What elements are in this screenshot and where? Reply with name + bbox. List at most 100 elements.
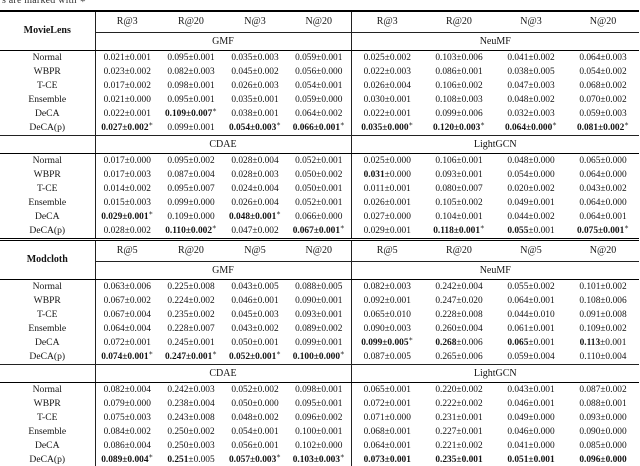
value-cell: 0.066±0.001∗ — [287, 121, 352, 136]
model-header: LightGCN — [351, 135, 639, 154]
value-cell: 0.245±0.001 — [167, 338, 215, 348]
value-cell: 0.243±0.008 — [167, 413, 215, 423]
row-label: Ensemble — [0, 93, 96, 107]
value-cell: 0.108±0.003 — [435, 95, 483, 105]
value-cell: 0.035±0.000∗ — [361, 121, 414, 133]
row-label: DeCA(p) — [0, 121, 96, 136]
value-cell: 0.059±0.003 — [579, 109, 627, 119]
significance-star: ∗ — [276, 453, 282, 460]
value-cell: 0.029±0.001∗ — [101, 210, 154, 222]
value-cell: 0.084±0.002 — [103, 427, 151, 437]
value-cell: 0.065±0.001 — [363, 385, 411, 395]
table-row: DeCA(p) 0.074±0.001∗ 0.247±0.001∗ 0.052±0.0… — [0, 350, 639, 365]
model-header: CDAE — [95, 135, 352, 154]
value-cell: 0.222±0.002 — [435, 399, 483, 409]
value-cell: 0.055±0.002 — [507, 282, 555, 292]
value-cell: 0.043±0.002 — [579, 184, 627, 194]
value-cell: 0.022±0.001 — [103, 109, 151, 119]
value-cell: 0.074±0.001∗ — [101, 350, 154, 362]
value-cell: 0.075±0.003 — [103, 413, 151, 423]
value-cell: 0.231±0.001 — [435, 413, 483, 423]
value-cell: 0.014±0.002 — [103, 184, 151, 194]
value-cell: 0.022±0.003 — [363, 67, 411, 77]
value-cell: 0.238±0.004 — [167, 399, 215, 409]
table-row: DeCA(p) 0.027±0.002∗ 0.099±0.001 0.054±0.00… — [0, 121, 639, 136]
metric-header: R@20 — [159, 11, 223, 33]
value-cell: 0.068±0.002 — [579, 81, 627, 91]
value-cell: 0.049±0.000 — [507, 413, 555, 423]
value-cell: 0.089±0.004∗ — [101, 453, 154, 465]
value-cell: 0.059±0.000 — [287, 93, 352, 107]
significance-star: ∗ — [212, 224, 217, 231]
value-cell: 0.082±0.004 — [103, 385, 151, 395]
metric-header: N@20 — [567, 11, 639, 33]
table-row: WBPR 0.023±0.002 0.082±0.003 0.045±0.002 0.0… — [0, 65, 639, 79]
value-cell: 0.027±0.000 — [363, 212, 411, 222]
row-label: T-CE — [0, 182, 96, 196]
table-row: Normal 0.063±0.006 0.225±0.008 0.043±0.005 0… — [0, 279, 639, 294]
value-cell: 0.056±0.001 — [231, 441, 279, 451]
value-cell: 0.023±0.002 — [103, 67, 151, 77]
value-cell: 0.093±0.001 — [287, 308, 352, 322]
table-row: DeCA 0.086±0.004 0.250±0.003 0.056±0.001 0.1… — [0, 439, 639, 453]
value-cell: 0.227±0.001 — [435, 427, 483, 437]
value-cell: 0.067±0.002 — [103, 296, 151, 306]
value-cell: 0.247±0.001∗ — [164, 350, 218, 362]
significance-star: ∗ — [276, 350, 282, 357]
value-cell: 0.085±0.000 — [579, 441, 627, 451]
model-header: GMF — [95, 261, 352, 280]
value-cell: 0.088±0.001 — [579, 399, 627, 409]
value-cell: 0.096±0.000 — [579, 455, 627, 465]
table-row: Normal 0.082±0.004 0.242±0.003 0.052±0.002 0… — [0, 382, 639, 397]
value-cell: 0.105±0.002 — [435, 198, 483, 208]
value-cell: 0.046±0.000 — [507, 427, 555, 437]
table-caption-fragment: s are marked with ∗ — [0, 0, 640, 9]
value-cell: 0.268±0.006 — [435, 338, 483, 348]
value-cell: 0.041±0.002 — [507, 53, 555, 63]
caption-text: s are marked with ∗ — [2, 0, 87, 6]
value-cell: 0.064±0.000∗ — [504, 121, 558, 133]
value-cell: 0.071±0.000 — [363, 413, 411, 423]
value-cell: 0.067±0.001∗ — [287, 224, 352, 240]
value-cell: 0.064±0.000 — [579, 198, 627, 208]
row-label: DeCA(p) — [0, 350, 96, 365]
value-cell: 0.050±0.001 — [231, 338, 279, 348]
value-cell: 0.072±0.001 — [103, 338, 151, 348]
value-cell: 0.067±0.004 — [103, 310, 151, 320]
value-cell: 0.079±0.000 — [103, 399, 151, 409]
significance-star: ∗ — [340, 453, 345, 460]
significance-star: ∗ — [552, 121, 558, 128]
value-cell: 0.228±0.008 — [435, 310, 483, 320]
value-cell: 0.099±0.001 — [167, 123, 215, 133]
value-cell: 0.064±0.001 — [507, 296, 555, 306]
significance-star: ∗ — [148, 350, 154, 357]
table-row: WBPR 0.067±0.002 0.224±0.002 0.046±0.001 0.0… — [0, 294, 639, 308]
value-cell: 0.052±0.001∗ — [228, 350, 282, 362]
value-cell: 0.054±0.000 — [507, 170, 555, 180]
table-row: T-CE 0.067±0.004 0.235±0.002 0.045±0.003 0.0… — [0, 308, 639, 322]
value-cell: 0.110±0.002∗ — [165, 224, 217, 236]
header-row-metrics: MovieLens R@3 R@20 N@3 N@20 R@3 R@20 N@3 N@20 — [0, 11, 639, 51]
value-cell: 0.072±0.001 — [363, 399, 411, 409]
value-cell: 0.066±0.000 — [287, 210, 352, 224]
value-cell: 0.025±0.002 — [363, 53, 411, 63]
header-row-models: CDAE LightGCN — [0, 135, 639, 154]
metric-header: N@5 — [223, 238, 287, 262]
value-cell: 0.095±0.007 — [167, 184, 215, 194]
value-cell: 0.090±0.000 — [579, 427, 627, 437]
significance-star: ∗ — [276, 121, 282, 128]
value-cell: 0.080±0.007 — [435, 184, 483, 194]
value-cell: 0.048±0.001∗ — [228, 210, 282, 222]
model-header: LightGCN — [351, 364, 639, 383]
value-cell: 0.064±0.001 — [363, 441, 411, 451]
table-row: DeCA(p) 0.089±0.004∗ 0.251±0.005 0.057±0.00… — [0, 453, 639, 466]
value-cell: 0.043±0.002 — [231, 324, 279, 334]
row-label: Normal — [0, 382, 96, 397]
row-label: T-CE — [0, 308, 96, 322]
header-row-models: CDAE LightGCN — [0, 364, 639, 383]
table-row: T-CE 0.017±0.002 0.098±0.001 0.026±0.003 0.0… — [0, 79, 639, 93]
value-cell: 0.099±0.001 — [287, 336, 352, 350]
value-cell: 0.082±0.003 — [363, 282, 411, 292]
empty-label-cell — [0, 135, 96, 154]
